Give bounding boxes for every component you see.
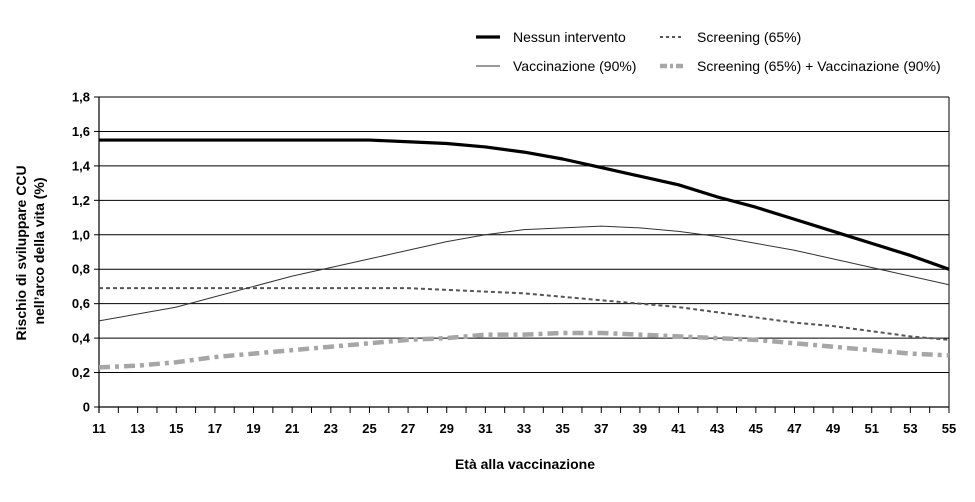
- x-tick-label: 51: [864, 421, 878, 436]
- y-tick-label: 1,2: [72, 193, 90, 208]
- y-tick-label: 0,2: [72, 365, 90, 380]
- y-tick-labels: 0 0,2 0,4 0,6 0,8 1,0 1,2 1,4 1,6 1,8: [72, 90, 91, 415]
- legend-label-3: Screening (65%) + Vaccinazione (90%): [697, 58, 941, 74]
- y-tick-label: 1,6: [72, 124, 90, 139]
- x-tick-label: 19: [246, 421, 260, 436]
- x-tick-label: 55: [942, 421, 956, 436]
- x-tick-label: 21: [285, 421, 299, 436]
- y-tick-label: 0: [83, 400, 90, 415]
- x-tick-label: 53: [903, 421, 917, 436]
- series-line-screening-65-vaccinazione-90: [98, 330, 950, 370]
- x-tick-label: 23: [324, 421, 338, 436]
- legend: Nessun intervento Screening (65%) Vaccinaz…: [476, 29, 941, 74]
- x-tick-label: 43: [710, 421, 724, 436]
- x-tick-label: 33: [517, 421, 531, 436]
- y-axis-title: Rischio di sviluppare CCU nell’arco dell…: [13, 162, 47, 341]
- series-line-nessun-intervento: [99, 138, 950, 271]
- x-tick-label: 39: [633, 421, 647, 436]
- y-axis-title-line-2: nell’arco della vita (%): [31, 177, 47, 324]
- x-tick-label: 29: [439, 421, 453, 436]
- legend-label-1: Screening (65%): [697, 29, 801, 45]
- y-tick-label: 1,4: [72, 158, 91, 173]
- x-tick-label: 37: [594, 421, 608, 436]
- x-tick-label: 25: [362, 421, 376, 436]
- x-axis-title: Età alla vaccinazione: [455, 456, 595, 472]
- x-tick-label: 41: [671, 421, 685, 436]
- y-tick-label: 1,0: [72, 227, 90, 242]
- x-tick-label: 49: [826, 421, 840, 436]
- x-tick-label: 11: [92, 421, 106, 436]
- series-line-screening-65: [99, 287, 950, 341]
- y-tick-label: 1,8: [72, 90, 90, 105]
- grid-lines: [99, 96, 949, 374]
- axes: [94, 96, 950, 413]
- x-tick-label: 31: [478, 421, 492, 436]
- legend-label-2: Vaccinazione (90%): [513, 58, 636, 74]
- y-tick-label: 0,8: [72, 262, 90, 277]
- series-line-vaccinazione-90: [98, 225, 950, 322]
- series-lines: [98, 138, 950, 370]
- x-tick-label: 45: [749, 421, 763, 436]
- legend-label-0: Nessun intervento: [513, 29, 626, 45]
- x-tick-label: 17: [208, 421, 222, 436]
- y-tick-label: 0,6: [72, 296, 90, 311]
- x-tick-label: 35: [555, 421, 569, 436]
- x-tick-label: 27: [401, 421, 415, 436]
- y-axis-title-line-1: Rischio di sviluppare CCU: [13, 165, 29, 340]
- x-tick-label: 47: [787, 421, 801, 436]
- y-tick-label: 0,4: [72, 331, 91, 346]
- x-tick-label: 15: [169, 421, 183, 436]
- x-tick-labels: 11 13 15 17 19 21 23 25 27 29 31 33 35 37 39 41 43 45 47 49…: [92, 421, 956, 436]
- x-tick-label: 13: [130, 421, 144, 436]
